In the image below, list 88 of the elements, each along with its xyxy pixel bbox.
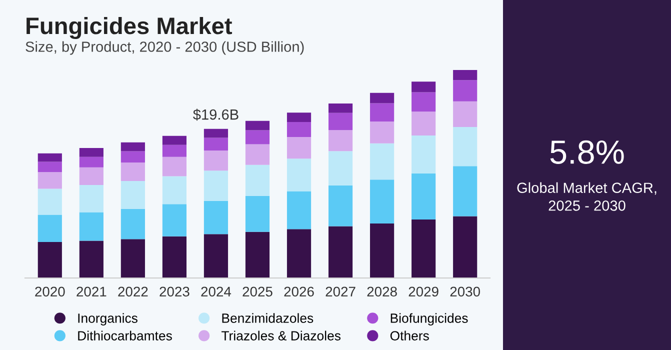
bar — [79, 167, 104, 186]
bar — [328, 151, 353, 186]
annotation: $19.6B — [193, 108, 238, 121]
bar — [412, 220, 436, 278]
x-tick-label: 2024 — [201, 286, 232, 297]
bar — [286, 122, 312, 137]
bar — [412, 92, 436, 112]
bar — [38, 172, 62, 189]
bar — [453, 101, 478, 127]
x-tick-label: 2023 — [160, 286, 190, 297]
bar — [245, 130, 270, 144]
bar — [120, 239, 145, 278]
bar — [370, 180, 394, 224]
bar — [286, 158, 312, 192]
bar — [286, 191, 312, 230]
bar — [204, 170, 228, 201]
x-tick-label: 2029 — [408, 286, 438, 297]
text: 5.8% — [550, 140, 624, 164]
bar — [120, 151, 145, 163]
bar — [120, 181, 145, 209]
bar — [120, 208, 145, 240]
bar — [453, 126, 478, 166]
bar — [412, 112, 436, 136]
x-tick-label: 2020 — [35, 286, 65, 297]
bar — [286, 112, 312, 122]
bar — [120, 142, 145, 152]
bar — [328, 103, 353, 113]
x-tick-label: 2027 — [326, 286, 356, 297]
chart-title: Fungicides Market — [26, 16, 232, 40]
legend-label: Benzimidazoles — [222, 313, 314, 323]
x-tick-label: 2021 — [76, 286, 106, 297]
bar — [38, 242, 62, 278]
bar — [412, 82, 436, 92]
legend-label: Inorganics — [78, 313, 138, 326]
x-tick-label: 2030 — [450, 286, 480, 297]
bar — [204, 200, 228, 234]
bar — [162, 236, 187, 278]
bar — [120, 162, 145, 182]
bar — [286, 229, 312, 278]
bar — [328, 130, 353, 152]
x-tick-label: 2028 — [367, 286, 397, 297]
text: Global Market CAGR, 2025 - 2030 — [517, 182, 656, 211]
bar — [245, 144, 270, 165]
bar — [328, 185, 353, 226]
bar — [204, 234, 228, 278]
x-tick-label: 2026 — [284, 286, 314, 297]
bar — [79, 156, 104, 168]
bar — [245, 120, 270, 130]
bar — [412, 173, 436, 220]
bar — [204, 150, 228, 171]
bar — [453, 80, 478, 102]
bar — [453, 70, 478, 80]
legend-label: Biofungicides — [390, 313, 468, 326]
bar — [328, 112, 353, 130]
bar — [38, 153, 62, 162]
bar — [204, 128, 228, 138]
bar — [79, 185, 104, 212]
bar — [162, 144, 187, 157]
bar — [38, 188, 62, 215]
bar — [328, 226, 353, 278]
bar — [79, 212, 104, 241]
legend-label: Others — [390, 330, 429, 340]
bar — [162, 156, 187, 176]
bar — [162, 204, 187, 236]
bar — [245, 232, 270, 278]
bar — [370, 122, 394, 144]
bar — [245, 164, 270, 196]
bar — [79, 240, 104, 278]
bar — [38, 162, 62, 172]
bar — [245, 196, 270, 232]
x-tick-label: 2022 — [118, 286, 148, 297]
x-tick-label: 2025 — [242, 286, 272, 297]
bar — [412, 135, 436, 174]
bar — [370, 143, 394, 180]
bar — [204, 138, 228, 150]
bar — [370, 103, 394, 122]
bar — [162, 136, 187, 145]
bar — [162, 176, 187, 204]
legend-label: Dithiocarbamtes — [78, 330, 172, 340]
chart-subtitle: Size, by Product, 2020 - 2030 (USD Billion) — [26, 41, 304, 55]
bar — [453, 216, 478, 278]
bar — [370, 223, 394, 278]
legend-label: Triazoles & Diazoles — [222, 330, 341, 340]
bar — [453, 166, 478, 216]
bar — [286, 136, 312, 159]
bar — [370, 92, 394, 104]
bar — [79, 148, 104, 157]
bar — [38, 214, 62, 242]
